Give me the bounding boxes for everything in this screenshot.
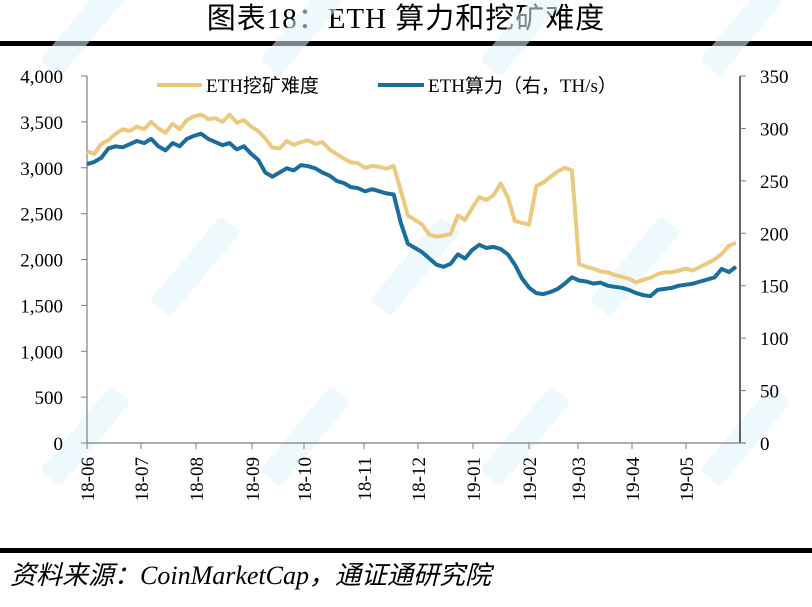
legend: ETH挖矿难度 ETH算力（右，TH/s） — [157, 75, 617, 97]
difficulty-line — [86, 112, 737, 285]
watermark-icon — [481, 0, 569, 76]
watermark-icon — [41, 0, 129, 76]
y-tick-label: 4,000 — [20, 67, 63, 88]
x-tick-label: 18-08 — [187, 457, 208, 501]
y-tick-label: 1,000 — [20, 342, 63, 363]
top-rule — [0, 41, 812, 46]
x-tick-label: 18-10 — [295, 457, 316, 501]
y2-tick-label: 100 — [760, 329, 789, 350]
y2-tick-label: 0 — [760, 434, 770, 455]
watermark-icon — [701, 0, 789, 76]
y2-tick-label: 200 — [760, 224, 789, 245]
watermark-icon — [481, 387, 569, 486]
legend-difficulty-label: ETH挖矿难度 — [206, 75, 319, 97]
watermark-icon — [371, 217, 459, 316]
x-tick-label: 19-03 — [569, 457, 590, 501]
x-tick-label: 19-02 — [520, 457, 541, 501]
hashrate-line — [86, 131, 738, 299]
x-tick-label: 18-11 — [355, 457, 376, 501]
y-tick-label: 2,000 — [20, 251, 63, 272]
watermark-icon — [261, 387, 349, 486]
x-tick-label: 18-06 — [78, 457, 99, 501]
y-tick-label: 500 — [35, 388, 64, 409]
y2-tick-label: 300 — [760, 119, 789, 140]
y2-tick-label: 350 — [760, 67, 789, 88]
watermark-icon — [261, 0, 349, 76]
y2-tick-label: 50 — [760, 382, 779, 403]
watermark-layer — [41, 0, 789, 486]
y-tick-label: 2,500 — [20, 205, 63, 226]
x-tick-label: 18-09 — [243, 457, 264, 501]
axes: 0 500 1,000 1,500 2,000 2,500 3,000 3,500 4,000 0… — [20, 67, 788, 501]
x-tick-label: 19-04 — [623, 457, 644, 502]
y-tick-label: 0 — [54, 434, 64, 455]
x-tick-label: 18-07 — [132, 457, 153, 501]
y2-tick-label: 250 — [760, 172, 789, 193]
watermark-icon — [151, 217, 239, 316]
legend-hashrate-label: ETH算力（右，TH/s） — [428, 75, 617, 97]
y-tick-label: 3,000 — [20, 159, 63, 180]
x-tick-label: 18-12 — [409, 457, 430, 501]
watermark-icon — [591, 217, 679, 316]
y2-tick-label: 150 — [760, 277, 789, 298]
source-note: 资料来源：CoinMarketCap，通证通研究院 — [10, 561, 491, 590]
watermark-icon — [701, 387, 789, 486]
bottom-rule — [0, 548, 812, 553]
x-tick-label: 19-01 — [464, 457, 485, 501]
watermark-icon — [41, 387, 129, 486]
y-tick-label: 1,500 — [20, 296, 63, 317]
y-tick-label: 3,500 — [20, 113, 63, 134]
x-tick-label: 19-05 — [677, 457, 698, 501]
series-layer — [86, 112, 738, 299]
